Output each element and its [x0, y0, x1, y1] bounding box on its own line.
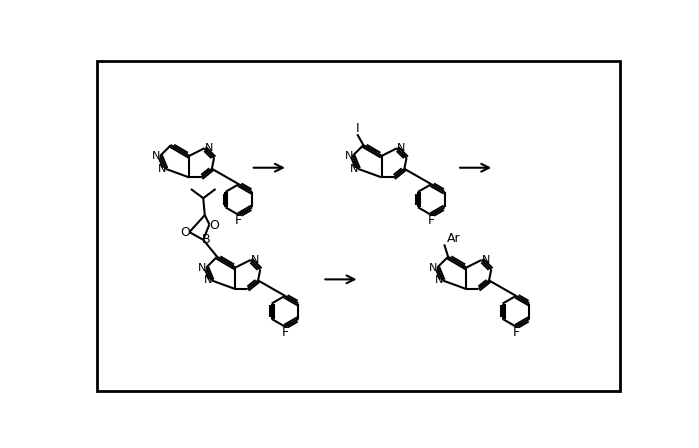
Text: N: N [482, 255, 490, 265]
Text: N: N [397, 143, 405, 153]
Text: N: N [350, 164, 359, 174]
Text: N: N [345, 151, 353, 161]
Text: I: I [355, 122, 359, 135]
Text: N: N [157, 164, 166, 174]
Text: N: N [203, 276, 212, 285]
Text: O: O [180, 226, 190, 239]
Text: F: F [512, 326, 519, 339]
Text: N: N [429, 263, 438, 272]
Text: N: N [205, 143, 213, 153]
Text: N: N [152, 151, 161, 161]
Text: F: F [282, 326, 289, 339]
Text: F: F [428, 214, 435, 227]
Text: N: N [435, 276, 443, 285]
Text: Ar: Ar [447, 232, 460, 245]
Text: F: F [236, 214, 243, 227]
Text: N: N [251, 255, 259, 265]
Text: O: O [209, 220, 219, 233]
Text: B: B [202, 233, 210, 246]
Text: N: N [199, 263, 207, 272]
